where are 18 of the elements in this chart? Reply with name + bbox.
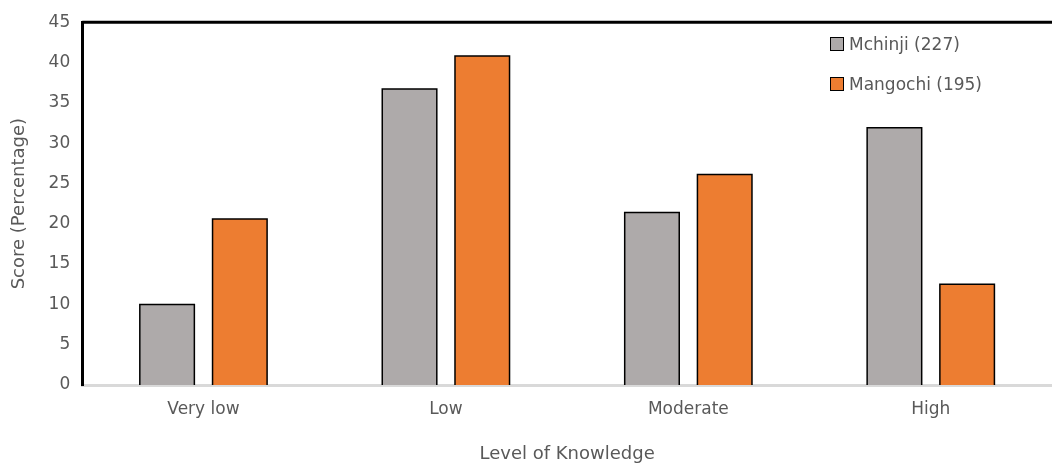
y-tick-label: 25 <box>48 171 71 192</box>
y-axis-title: Score (Percentage) <box>7 117 29 290</box>
y-tick-label: 20 <box>48 212 71 233</box>
y-tick-label: 10 <box>48 292 71 313</box>
y-tick-label: 45 <box>48 10 71 31</box>
y-tick-label: 0 <box>59 373 71 394</box>
legend-label: Mchinji (227) <box>848 34 960 54</box>
y-tick-label: 35 <box>48 91 71 112</box>
x-tick-label: Low <box>429 397 463 418</box>
y-tick-label: 30 <box>48 131 71 152</box>
legend-label: Mangochi (195) <box>848 74 982 94</box>
y-tick-label: 5 <box>59 333 71 354</box>
x-tick-label: Very low <box>167 397 240 418</box>
x-tick-label: High <box>911 397 951 418</box>
x-axis-title: Level of Knowledge <box>479 441 655 463</box>
y-tick-label: 15 <box>48 252 71 273</box>
x-tick-label: Moderate <box>647 397 729 418</box>
y-tick-label: 40 <box>48 50 71 71</box>
